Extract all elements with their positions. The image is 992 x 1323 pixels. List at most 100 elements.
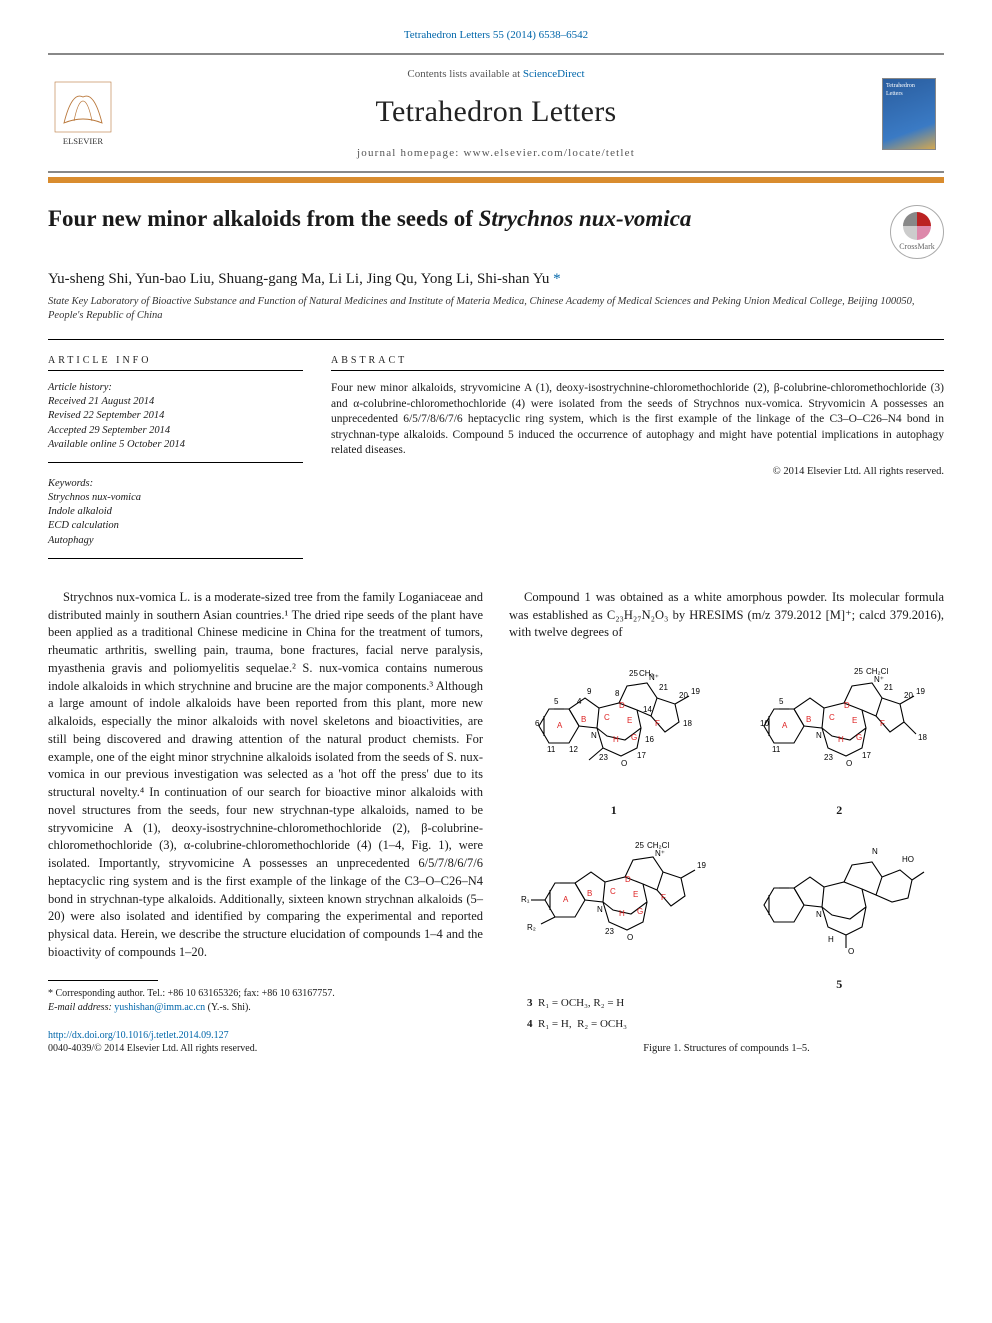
author-list: Yu-sheng Shi, Yun-bao Liu, Shuang-gang M… — [48, 269, 944, 289]
structure-2-label: 2 — [744, 804, 934, 816]
corr-marker: * — [553, 271, 561, 287]
svg-text:11: 11 — [547, 745, 556, 754]
svg-text:4: 4 — [577, 697, 582, 706]
abstract-copyright: © 2014 Elsevier Ltd. All rights reserved… — [331, 465, 944, 479]
keyword-1: Strychnos nux-vomica — [48, 491, 303, 505]
svg-text:C: C — [610, 887, 616, 896]
svg-text:C: C — [604, 713, 610, 722]
body-paragraph-2: Compound 1 was obtained as a white amorp… — [509, 589, 944, 642]
svg-text:A: A — [557, 721, 563, 730]
svg-text:20: 20 — [679, 691, 688, 700]
svg-text:E: E — [627, 716, 632, 725]
svg-text:E: E — [633, 890, 638, 899]
history-online: Available online 5 October 2014 — [48, 438, 303, 452]
body-paragraph-1: Strychnos nux-vomica L. is a moderate-si… — [48, 589, 483, 962]
svg-text:F: F — [655, 719, 660, 728]
history-accepted: Accepted 29 September 2014 — [48, 424, 303, 438]
abstract-head: ABSTRACT — [331, 354, 944, 372]
structure-1-label: 1 — [519, 804, 709, 816]
history-revised: Revised 22 September 2014 — [48, 409, 303, 423]
svg-text:D: D — [619, 701, 625, 710]
crossmark-badge[interactable]: CrossMark — [890, 205, 944, 259]
svg-text:R₁: R₁ — [521, 895, 530, 904]
issn-copyright: 0040-4039/© 2014 Elsevier Ltd. All right… — [48, 1042, 483, 1056]
structure-3-sub: 3 R₁ = OCH₃, R₂ = H — [527, 996, 944, 1011]
doi-block: http://dx.doi.org/10.1016/j.tetlet.2014.… — [48, 1029, 483, 1056]
accent-bar — [48, 177, 944, 183]
figure-1: 5611 1249 825CH₃ N⁺21 201918 14D CE BA H… — [509, 648, 944, 1056]
keyword-2: Indole alkaloid — [48, 505, 303, 519]
crossmark-icon — [903, 212, 931, 240]
svg-text:23: 23 — [599, 753, 608, 762]
svg-text:O: O — [846, 759, 852, 768]
svg-text:17: 17 — [862, 751, 871, 760]
masthead: ELSEVIER Contents lists available at Sci… — [48, 53, 944, 173]
top-citation: Tetrahedron Letters 55 (2014) 6538–6542 — [48, 28, 944, 43]
footnote-separator — [48, 980, 158, 981]
svg-text:17: 17 — [637, 751, 646, 760]
elsevier-text: ELSEVIER — [63, 136, 103, 146]
structure-5: NHO NHO 5 — [744, 822, 934, 990]
sciencedirect-link[interactable]: ScienceDirect — [523, 68, 585, 80]
keywords-label: Keywords: — [48, 477, 303, 491]
abstract: ABSTRACT Four new minor alkaloids, stryv… — [331, 354, 944, 559]
doi-link[interactable]: http://dx.doi.org/10.1016/j.tetlet.2014.… — [48, 1030, 229, 1041]
svg-text:C: C — [829, 713, 835, 722]
svg-text:21: 21 — [659, 683, 668, 692]
abstract-text: Four new minor alkaloids, stryvomicine A… — [331, 381, 944, 459]
structure-5-label: 5 — [744, 978, 934, 990]
structure-4-sub: 4 R₁ = H, R₂ = OCH₃ — [527, 1017, 944, 1032]
svg-text:H: H — [619, 909, 625, 918]
structure-2: 51110 25CH₂Cl N⁺21 201918 DC EB AH GF N2… — [744, 648, 934, 816]
svg-text:A: A — [782, 721, 788, 730]
svg-text:B: B — [581, 715, 586, 724]
journal-cover-thumb — [882, 78, 936, 150]
history-label: Article history: — [48, 381, 303, 395]
svg-text:N⁺: N⁺ — [649, 673, 659, 682]
svg-text:19: 19 — [691, 687, 700, 696]
svg-text:12: 12 — [569, 745, 578, 754]
contents-available: Contents lists available at ScienceDirec… — [118, 67, 874, 82]
journal-name: Tetrahedron Letters — [118, 92, 874, 133]
svg-text:9: 9 — [587, 687, 592, 696]
svg-text:23: 23 — [605, 927, 614, 936]
svg-text:10: 10 — [760, 719, 769, 728]
journal-homepage: journal homepage: www.elsevier.com/locat… — [118, 146, 874, 161]
svg-text:O: O — [621, 759, 627, 768]
svg-text:N: N — [872, 847, 878, 856]
elsevier-logo: ELSEVIER — [54, 81, 112, 147]
article-title: Four new minor alkaloids from the seeds … — [48, 205, 878, 234]
svg-text:N: N — [597, 905, 603, 914]
svg-text:20: 20 — [904, 691, 913, 700]
svg-text:N: N — [591, 731, 597, 740]
svg-text:O: O — [848, 947, 854, 956]
svg-text:R₂: R₂ — [527, 923, 536, 932]
svg-text:N⁺: N⁺ — [874, 675, 884, 684]
svg-text:N: N — [816, 910, 822, 919]
svg-text:E: E — [852, 716, 857, 725]
svg-text:5: 5 — [779, 697, 784, 706]
history-received: Received 21 August 2014 — [48, 395, 303, 409]
svg-text:23: 23 — [824, 753, 833, 762]
svg-text:B: B — [587, 889, 592, 898]
svg-text:19: 19 — [916, 687, 925, 696]
svg-text:F: F — [661, 893, 666, 902]
svg-text:F: F — [880, 719, 885, 728]
article-info-head: ARTICLE INFO — [48, 354, 303, 372]
svg-text:H: H — [838, 735, 844, 744]
affiliation: State Key Laboratory of Bioactive Substa… — [48, 295, 944, 322]
svg-text:5: 5 — [554, 697, 559, 706]
corresponding-footnote: * Corresponding author. Tel.: +86 10 631… — [48, 987, 483, 1015]
email-link[interactable]: yushishan@imm.ac.cn — [114, 1002, 205, 1013]
figure-1-caption: Figure 1. Structures of compounds 1–5. — [509, 1042, 944, 1056]
svg-text:25: 25 — [629, 669, 638, 678]
svg-text:6: 6 — [535, 719, 540, 728]
svg-text:O: O — [627, 933, 633, 942]
svg-text:G: G — [856, 733, 862, 742]
svg-text:B: B — [806, 715, 811, 724]
svg-text:18: 18 — [683, 719, 692, 728]
svg-text:N⁺: N⁺ — [655, 849, 665, 858]
body-column-right: Compound 1 was obtained as a white amorp… — [509, 589, 944, 1056]
svg-text:G: G — [637, 907, 643, 916]
svg-text:21: 21 — [884, 683, 893, 692]
